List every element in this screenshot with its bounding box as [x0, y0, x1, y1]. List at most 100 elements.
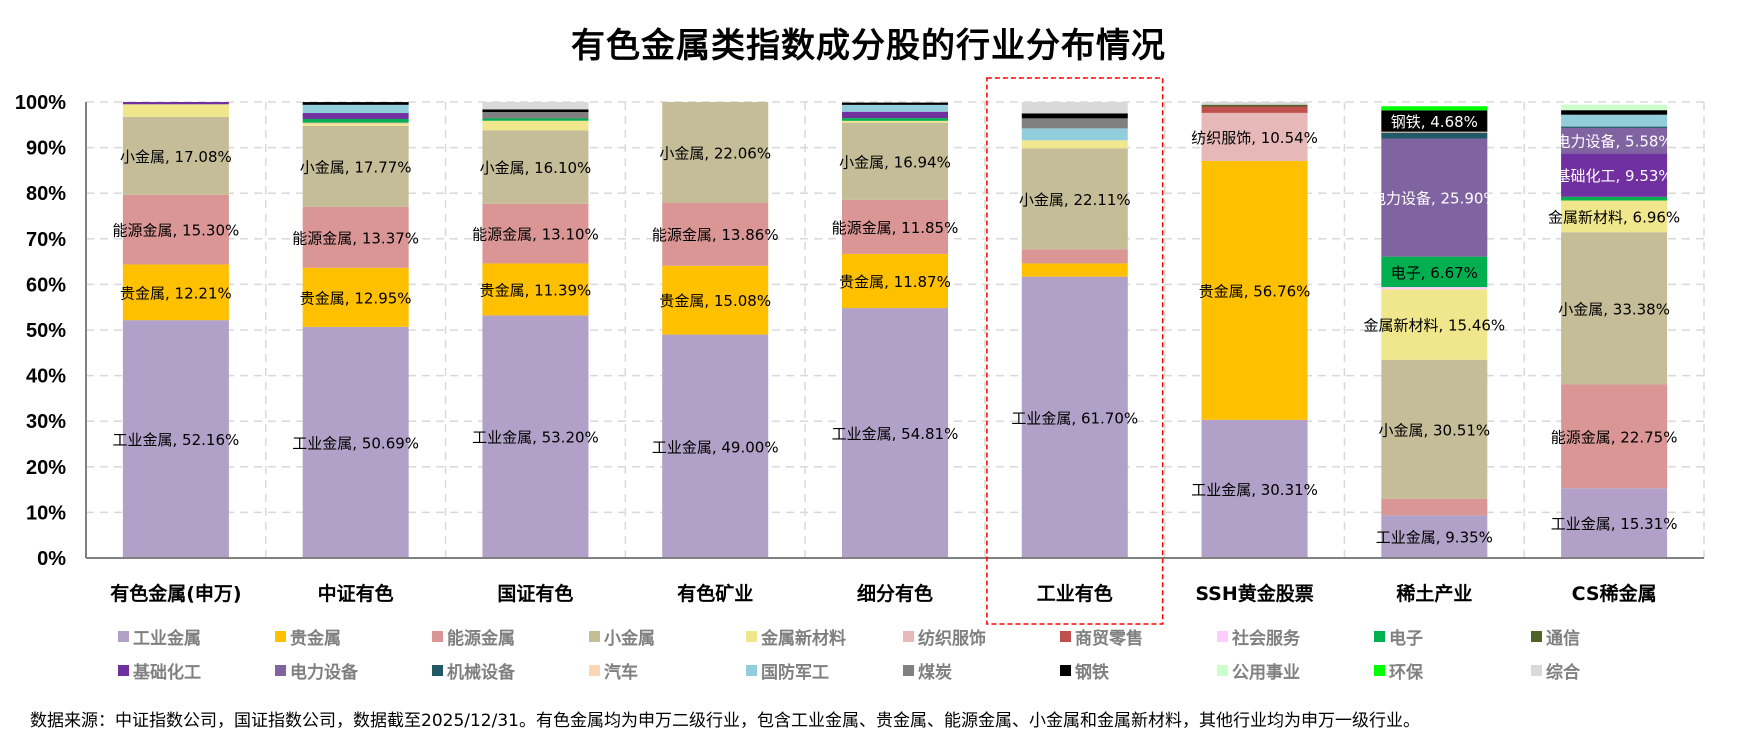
legend-row: 工业金属 贵金属 能源金属 小金属 金属新材料 纺织服饰 商贸零售 社会服务 电子 通信 — [118, 624, 1718, 658]
data-label: 小金属, 22.06% — [659, 144, 771, 162]
legend-label: 工业金属 — [133, 629, 201, 649]
legend-label: 国防军工 — [761, 663, 829, 683]
legend-item: 工业金属 — [118, 624, 201, 649]
data-label: 金属新材料, 6.96% — [1548, 208, 1680, 226]
y-tick-label: 0% — [37, 548, 66, 570]
legend-swatch-icon — [432, 631, 443, 642]
data-label: 小金属, 22.11% — [1019, 191, 1131, 209]
bar-segment — [1201, 101, 1308, 105]
data-label: 小金属, 16.94% — [839, 153, 951, 171]
data-label: 工业金属, 30.31% — [1191, 481, 1318, 499]
highlight-box — [986, 77, 1164, 625]
legend-swatch-icon — [903, 665, 914, 676]
segment-labels: 工业金属, 52.16% 贵金属, 12.21% 能源金属, 15.30% 小金属, … — [113, 113, 1681, 547]
bar-segment — [662, 202, 769, 266]
data-label: 贵金属, 12.21% — [120, 284, 232, 302]
x-tick-label: 细分有色 — [857, 582, 933, 605]
legend-swatch-icon — [118, 631, 129, 642]
bar-segment — [482, 120, 589, 131]
legend-item: 钢铁 — [1060, 658, 1109, 683]
data-label: 小金属, 17.77% — [300, 158, 412, 176]
data-label: 工业金属, 53.20% — [472, 429, 599, 447]
bar-segment — [1021, 101, 1128, 114]
bar-segment — [842, 308, 948, 558]
legend-swatch-icon — [1531, 631, 1542, 642]
x-axis-categories: 有色金属(申万) 中证有色 国证有色 有色矿业 细分有色 工业有色 SSH黄金股票 稀土产业 C… — [110, 582, 1656, 605]
bar-segment — [1381, 131, 1488, 133]
legend-item: 基础化工 — [118, 658, 201, 683]
bar-stack — [1561, 104, 1668, 558]
legend-label: 煤炭 — [918, 663, 952, 683]
legend-item: 纺织服饰 — [903, 624, 986, 649]
bar-segment — [302, 326, 409, 558]
data-label: 小金属, 17.08% — [120, 148, 232, 166]
bar-segment — [1201, 160, 1308, 420]
y-tick-label: 40% — [26, 366, 66, 388]
bar-segment — [1381, 498, 1488, 516]
data-label: 能源金属, 13.86% — [652, 226, 779, 244]
bar-segment — [1381, 515, 1488, 558]
y-tick-label: 100% — [15, 92, 66, 114]
bar-segment — [1381, 287, 1488, 290]
bar-segment — [302, 125, 409, 207]
data-label: 电子, 6.67% — [1391, 264, 1478, 282]
legend-item: 综合 — [1531, 658, 1580, 683]
bar-segment — [302, 122, 409, 124]
data-label: 能源金属, 13.10% — [472, 226, 599, 244]
bar-segment — [842, 120, 948, 123]
bar-segment — [1561, 114, 1668, 127]
data-label: 电力设备, 25.90% — [1371, 190, 1498, 208]
bar-segment — [1201, 106, 1308, 113]
bar-segment — [1201, 104, 1308, 107]
data-label: 纺织服饰, 10.54% — [1191, 129, 1318, 147]
bar-segment — [122, 102, 229, 105]
y-tick-label: 20% — [26, 457, 66, 479]
legend-label: 电子 — [1389, 629, 1423, 649]
bar-segment — [842, 111, 948, 119]
bar-stack — [1201, 101, 1308, 558]
legend-item: 通信 — [1531, 624, 1580, 649]
bar-segment — [842, 122, 948, 200]
bar-segment — [1561, 488, 1668, 558]
legend: 工业金属 贵金属 能源金属 小金属 金属新材料 纺织服饰 商贸零售 社会服务 电子 通信 基础化工 电… — [118, 624, 1718, 692]
data-label: 工业金属, 54.81% — [832, 425, 959, 443]
legend-label: 小金属 — [604, 629, 655, 649]
x-tick-label: 有色金属(申万) — [110, 582, 241, 605]
bar-stack — [482, 102, 589, 558]
bar-stack — [1381, 106, 1488, 558]
bar-segment — [1201, 112, 1308, 161]
legend-swatch-icon — [1531, 665, 1542, 676]
legend-item: 金属新材料 — [746, 624, 846, 649]
bar-segment — [482, 130, 589, 204]
bar-segment — [1381, 359, 1488, 499]
bar-stack — [842, 102, 948, 558]
bar-segment — [1561, 110, 1668, 115]
bar-segment — [1561, 232, 1668, 385]
bar-stack — [302, 102, 409, 558]
legend-label: 社会服务 — [1232, 629, 1300, 649]
legend-label: 金属新材料 — [761, 629, 846, 649]
bar-segment — [482, 203, 589, 264]
legend-label: 商贸零售 — [1075, 629, 1143, 649]
bar-segment — [482, 102, 589, 110]
bar-segment — [1021, 128, 1128, 141]
data-label: 能源金属, 15.30% — [113, 222, 240, 240]
data-label: 工业金属, 50.69% — [292, 434, 419, 452]
y-axis-ticks: 0% 10% 20% 30% 40% 50% 60% 70% 80% 90% 100% — [15, 92, 66, 570]
data-label: 钢铁, 4.68% — [1391, 113, 1478, 131]
bar-segment — [842, 104, 948, 112]
bar-segment — [1381, 138, 1488, 257]
legend-swatch-icon — [589, 665, 600, 676]
data-label: 贵金属, 15.08% — [659, 292, 771, 310]
legend-item: 公用事业 — [1217, 658, 1300, 683]
bar-segment — [1561, 127, 1668, 154]
bar-segment — [482, 263, 589, 316]
bar-segment — [1381, 132, 1488, 139]
bar-segment — [302, 113, 409, 119]
x-tick-label: 稀土产业 — [1396, 582, 1472, 605]
bar-segment — [302, 267, 409, 327]
bar-segment — [842, 253, 948, 309]
legend-item: 机械设备 — [432, 658, 515, 683]
legend-item: 电力设备 — [275, 658, 358, 683]
axes — [85, 102, 1704, 559]
